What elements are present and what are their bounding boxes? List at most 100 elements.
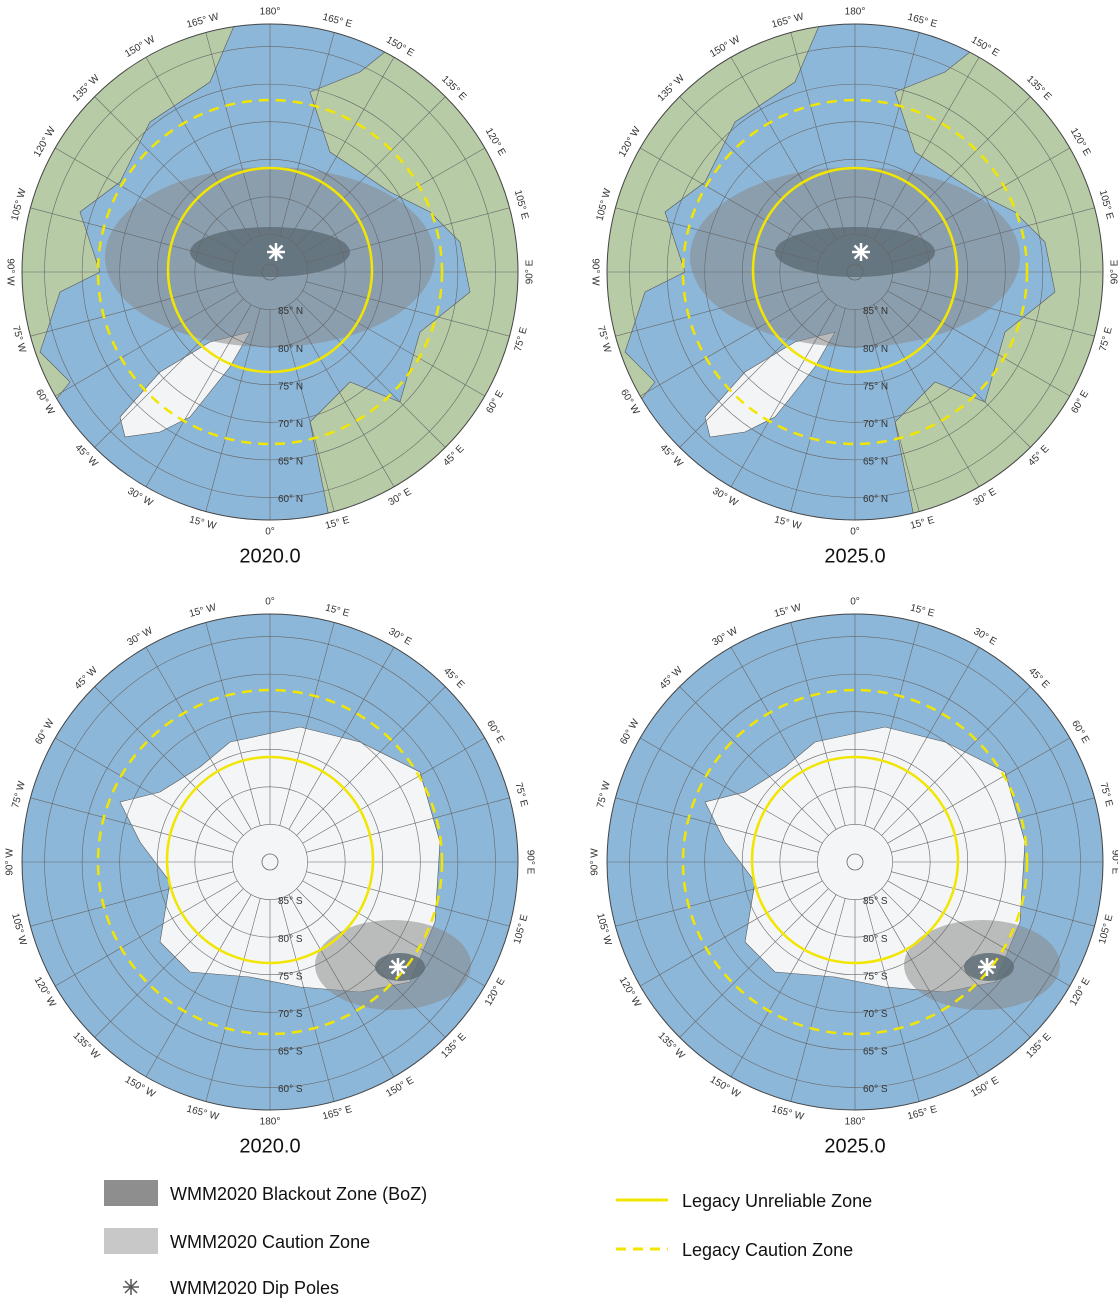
longitude-label: 75° W [595, 780, 613, 810]
latitude-label: 70° N [278, 419, 303, 430]
latitude-label: 65° N [278, 457, 303, 468]
legend-label: WMM2020 Blackout Zone (BoZ) [170, 1184, 427, 1204]
latitude-label: 75° N [278, 381, 303, 392]
meridian [279, 308, 335, 512]
legacy-caution-zone [681, 688, 1029, 1036]
meridian [881, 96, 1031, 246]
latitude-label: 85° N [863, 306, 888, 317]
longitude-label: 75° W [10, 325, 28, 355]
longitude-label: 75° E [1097, 781, 1114, 808]
legacy-unreliable-zone [166, 166, 374, 374]
meridian [302, 880, 485, 987]
longitude-label: 60° E [1069, 388, 1091, 415]
meridian [730, 894, 837, 1077]
meridian [55, 880, 238, 987]
meridian [288, 894, 395, 1077]
latitude-label: 85° S [863, 896, 888, 907]
parallel [817, 824, 893, 900]
latitude-label: 75° N [863, 381, 888, 392]
longitude-label: 15° E [909, 515, 936, 532]
longitude-label: 90° E [524, 850, 535, 875]
longitude-label: 165° E [321, 1104, 353, 1123]
meridian [30, 281, 234, 337]
meridian [679, 96, 829, 246]
longitude-label: 30° E [972, 626, 999, 648]
longitude-label: 30° E [972, 486, 999, 508]
longitude-label: 105° W [9, 912, 28, 947]
meridian [887, 737, 1070, 844]
latitude-label: 75° S [863, 971, 888, 982]
latitude-label: 80° N [863, 344, 888, 355]
meridian [94, 298, 244, 448]
longitude-label: 30° E [387, 486, 414, 508]
latitude-label: 60° N [278, 494, 303, 505]
latitude-label: 85° N [278, 306, 303, 317]
latitude-label: 70° S [863, 1009, 888, 1020]
meridian [873, 647, 980, 830]
meridian [640, 737, 823, 844]
legend-label: WMM2020 Caution Zone [170, 1232, 370, 1252]
meridian [205, 898, 261, 1102]
meridian [205, 308, 261, 512]
longitude-label: 165° E [906, 1104, 938, 1123]
legacy-caution-zone [96, 688, 444, 1036]
meridian [279, 622, 335, 826]
longitude-label: 15° E [324, 515, 351, 532]
longitude-label: 90° E [1109, 850, 1118, 875]
meridian [306, 281, 510, 337]
latitude-label: 80° N [278, 344, 303, 355]
land-eurasia [894, 24, 1103, 520]
latitude-label: 80° S [278, 934, 303, 945]
latitude-label: 60° S [278, 1084, 303, 1095]
dip-pole-ray [853, 244, 869, 260]
longitude-label: 15° E [324, 603, 351, 620]
latitude-label: 70° S [278, 1009, 303, 1020]
longitude-label: 105° E [1097, 913, 1116, 945]
longitude-label: 105° W [594, 912, 613, 947]
meridian [30, 871, 234, 927]
dip-pole-ray [268, 244, 284, 260]
latitude-label: 75° S [278, 971, 303, 982]
longitude-label: 0° [850, 597, 860, 608]
dip-pole-ray [979, 959, 995, 975]
meridian [288, 647, 395, 830]
longitude-label: 60° E [1069, 719, 1091, 746]
meridian [94, 888, 244, 1038]
longitude-label: 60° E [484, 388, 506, 415]
meridian [296, 888, 446, 1038]
longitude-label: 90° E [525, 259, 536, 284]
meridian [30, 207, 234, 263]
meridian [730, 304, 837, 487]
longitude-label: 75° W [10, 780, 28, 810]
panel-caption: 2020.0 [239, 1135, 300, 1157]
pole-circle [846, 263, 864, 281]
meridian [296, 686, 446, 836]
longitude-label: 180° [845, 1117, 866, 1128]
longitude-label: 90° W [590, 848, 601, 876]
legacy-unreliable-zone [750, 755, 960, 965]
legacy-caution-zone [96, 98, 444, 446]
panel-caption: 2025.0 [824, 545, 885, 567]
meridian [679, 888, 829, 1038]
longitude-label: 15° W [773, 602, 803, 620]
panel-caption: 2025.0 [824, 1135, 885, 1157]
legend-label: Legacy Unreliable Zone [682, 1191, 872, 1211]
meridian [288, 304, 395, 487]
legend-swatch-caution [104, 1228, 158, 1254]
meridian [55, 290, 238, 397]
pole-circle [261, 853, 279, 871]
longitude-label: 75° E [513, 326, 530, 353]
meridian [296, 298, 446, 448]
meridian [94, 96, 244, 246]
legend-label: WMM2020 Dip Poles [170, 1278, 339, 1298]
latitude-label: 60° N [863, 494, 888, 505]
longitude-label: 90° W [5, 848, 16, 876]
meridian [302, 290, 485, 397]
longitude-label: 75° E [512, 781, 529, 808]
meridian [145, 57, 252, 240]
meridian [873, 57, 980, 240]
